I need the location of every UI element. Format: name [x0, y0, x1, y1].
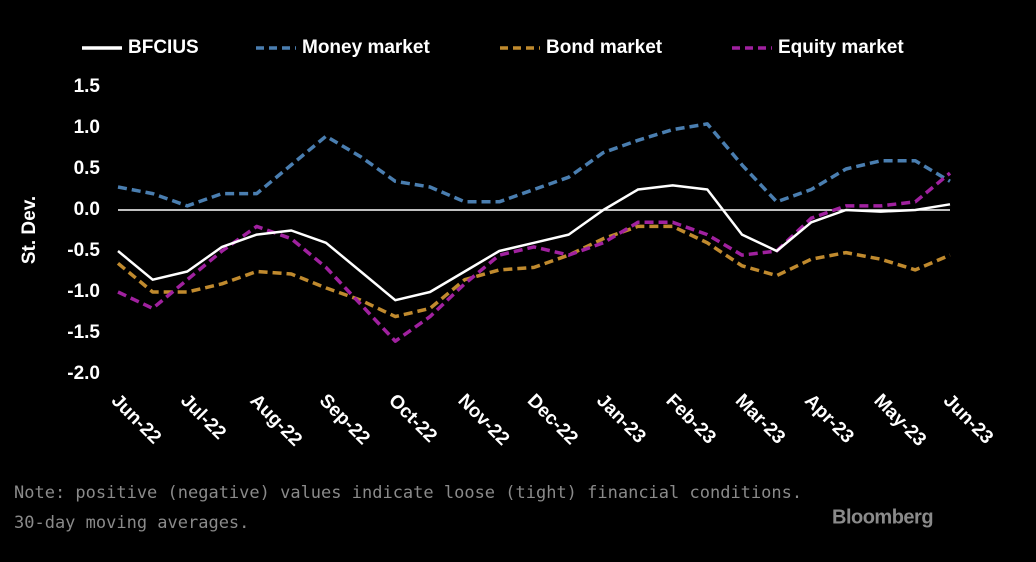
y-tick-label: -0.5 [67, 240, 100, 261]
x-tick-label: Jun-22 [107, 390, 165, 448]
x-tick-label: Oct-22 [384, 390, 441, 447]
x-tick-label: Mar-23 [731, 390, 789, 448]
series-line [116, 224, 951, 319]
x-tick-label: May-23 [870, 390, 930, 450]
legend-label: Equity market [778, 37, 904, 58]
y-tick-label: -1.0 [67, 281, 100, 302]
y-tick-label: 1.0 [74, 117, 100, 138]
y-tick-label: 0.5 [74, 158, 101, 179]
x-tick-label: Jul-22 [176, 390, 230, 444]
x-tick-label: Sep-22 [315, 390, 374, 449]
x-tick-label: Aug-22 [246, 390, 306, 450]
legend-label: BFCIUS [128, 37, 199, 58]
legend-label: Money market [302, 37, 430, 58]
legend-label: Bond market [546, 37, 663, 58]
y-tick-label: -1.5 [67, 322, 100, 343]
x-tick-label: Jun-23 [939, 390, 997, 448]
y-tick-label: 1.5 [74, 76, 101, 97]
y-tick-label: 0.0 [74, 199, 100, 220]
x-tick-label: Dec-22 [523, 390, 582, 449]
series-line [117, 184, 951, 302]
source: Bloomberg [832, 506, 933, 528]
note: 30-day moving averages. [14, 513, 249, 533]
note: Note: positive (negative) values indicat… [14, 483, 802, 503]
x-tick-label: Feb-23 [662, 390, 720, 448]
series-line [117, 122, 951, 208]
y-tick-label: -2.0 [67, 363, 100, 384]
x-tick-label: Jan-23 [592, 390, 649, 447]
series-line [117, 171, 952, 343]
x-tick-label: Apr-23 [800, 390, 857, 447]
x-tick-label: Nov-22 [454, 390, 514, 450]
y-axis-label: St. Dev. [19, 196, 40, 264]
